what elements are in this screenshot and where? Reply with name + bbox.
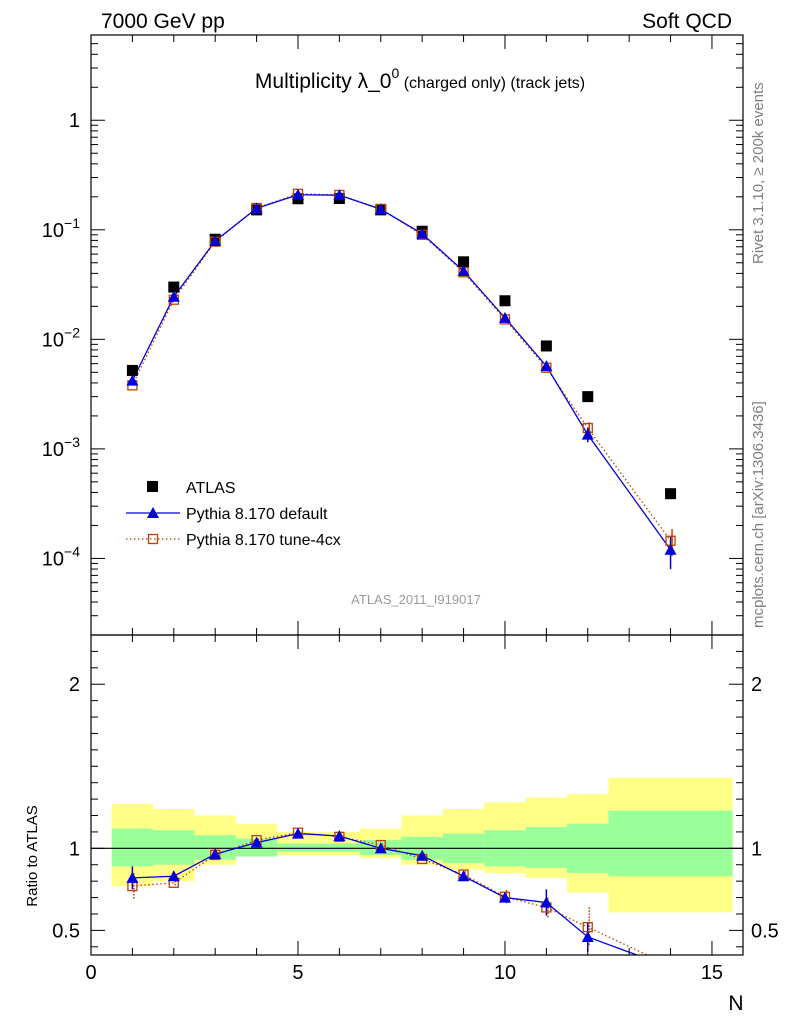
ratio-pythia-default-point <box>498 891 511 903</box>
ratio-y-axis-label: Ratio to ATLAS <box>24 805 41 906</box>
pythia-default-point <box>291 188 304 200</box>
y-tick-label-base: 10 <box>42 329 64 351</box>
atlas-point <box>665 488 677 500</box>
ratio-pythia-default-point <box>126 871 139 883</box>
atlas-point <box>126 364 138 376</box>
header-right: Soft QCD <box>642 10 732 33</box>
pythia-default-point <box>457 265 470 277</box>
legend-symbol-pythia-default <box>147 507 159 518</box>
atlas-point <box>540 340 552 352</box>
header-left: 7000 GeV pp <box>101 10 225 33</box>
pythia-default-point <box>126 374 139 386</box>
ratio-y-tick-label-right: 1 <box>751 838 762 860</box>
legend-symbol-tune4cx <box>147 533 159 545</box>
legend-label-pythia-default: Pythia 8.170 default <box>186 506 328 523</box>
atlas-point <box>499 295 511 307</box>
legend-label-atlas: ATLAS <box>186 480 236 497</box>
x-tick-label: 10 <box>494 962 516 984</box>
ratio-pythia-default-point <box>250 836 263 848</box>
y-tick-label-exponent: −4 <box>64 543 80 559</box>
rivet-version-label: Rivet 3.1.10, ≥ 200k events <box>750 82 767 264</box>
legend: ATLAS Pythia 8.170 default Pythia 8.170 … <box>126 480 341 549</box>
chart-title-sup: 0 <box>391 65 399 81</box>
y-tick-label: 10−4 <box>42 543 80 570</box>
ratio-plot-marks <box>91 777 743 955</box>
ratio-pythia-default-point <box>209 848 222 860</box>
ratio-y-tick-label-left: 2 <box>69 674 80 696</box>
ratio-pythia-default-point <box>167 870 180 882</box>
y-tick-label: 10−1 <box>42 215 80 242</box>
mcplots-label: mcplots.cern.ch [arXiv:1306.3436] <box>750 401 767 628</box>
y-tick-label: 10−3 <box>42 434 80 461</box>
ratio-pythia-default-point <box>457 870 470 882</box>
ratio-panel: 0.5 0.5 1 1 2 2 0 5 10 15 Ratio to ATLAS <box>24 634 779 984</box>
pythia-default-point <box>664 543 677 555</box>
y-tick-label-exponent: −2 <box>64 324 80 340</box>
analysis-id-label: ATLAS_2011_I919017 <box>351 592 481 607</box>
ratio-series-group <box>126 827 649 955</box>
pythia-default-point <box>498 311 511 323</box>
pythia-default-point <box>333 189 346 201</box>
stat-uncertainty-band <box>277 843 319 852</box>
chart-title-rest: (charged only) (track jets) <box>399 75 585 92</box>
y-tick-label-base: 10 <box>42 548 64 570</box>
ratio-pythia-default-point <box>581 930 594 942</box>
pythia-default-point <box>374 203 387 215</box>
y-tick-label-base: 10 <box>42 220 64 242</box>
ratio-frame <box>90 634 744 956</box>
atlas-point <box>458 256 470 268</box>
stat-uncertainty-band <box>318 843 361 852</box>
chart-title-main: Multiplicity λ_0 <box>255 70 392 93</box>
pythia-default-point <box>167 290 180 302</box>
x-tick-label: 15 <box>701 962 723 984</box>
y-tick-label: 1 <box>69 110 80 132</box>
stat-uncertainty-band <box>608 810 733 877</box>
main-axes: 110−110−210−310−4 <box>42 34 744 636</box>
ratio-y-tick-label-right: 2 <box>751 674 762 696</box>
y-tick-label-base: 10 <box>42 439 64 461</box>
y-tick-label-base: 1 <box>69 110 80 132</box>
pythia-default-point <box>581 428 594 440</box>
legend-label-pythia-tune4cx: Pythia 8.170 tune-4cx <box>186 532 341 549</box>
main-plot-marks <box>126 188 677 570</box>
y-tick-label: 10−2 <box>42 324 80 351</box>
stat-uncertainty-band <box>525 827 568 869</box>
ratio-y-tick-label-left: 0.5 <box>52 920 80 942</box>
x-tick-label: 5 <box>292 962 303 984</box>
pythia-default-point <box>209 235 222 247</box>
pythia-default-point <box>540 360 553 372</box>
legend-symbol-atlas <box>147 481 158 492</box>
stat-uncertainty-band <box>111 828 154 867</box>
ratio-axes: 0.5 0.5 1 1 2 2 0 5 10 15 <box>52 634 779 984</box>
ratio-pythia-default-point <box>333 830 346 842</box>
ratio-pythia-default-point <box>416 849 429 861</box>
atlas-point <box>168 281 180 293</box>
ratio-pythia-default-point <box>291 827 304 839</box>
pythia-default-point <box>416 227 429 239</box>
pythia-default-point <box>250 202 263 214</box>
chart-title: Multiplicity λ_00 (charged only) (track … <box>255 65 585 93</box>
ratio-y-tick-label-right: 0.5 <box>751 920 779 942</box>
main-panel: 110−110−210−310−4 Multiplicity λ_00 (cha… <box>42 34 744 636</box>
ratio-pythia-default-point <box>374 842 387 854</box>
ratio-y-tick-label-left: 1 <box>69 838 80 860</box>
stat-uncertainty-band <box>153 830 195 865</box>
atlas-point <box>582 391 594 403</box>
ratio-pythia-default-point <box>540 896 553 908</box>
x-axis-label: N <box>728 992 743 1015</box>
x-tick-label: 0 <box>85 962 96 984</box>
y-tick-label-exponent: −1 <box>64 215 80 231</box>
y-tick-label-exponent: −3 <box>64 434 80 450</box>
